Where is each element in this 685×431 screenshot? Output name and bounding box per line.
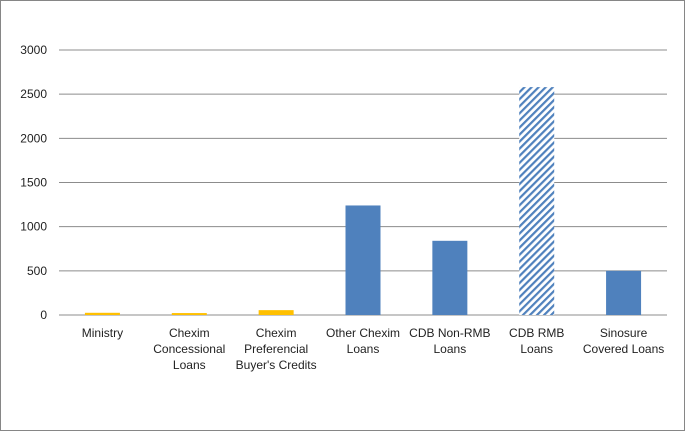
bar-0 xyxy=(84,312,120,315)
y-tick-label: 1500 xyxy=(20,176,47,190)
x-category-label-line: Buyer's Credits xyxy=(236,358,317,372)
bar-4 xyxy=(432,240,468,315)
bar-5 xyxy=(519,87,555,315)
x-category-label-line: Chexim xyxy=(169,326,210,340)
y-tick-label: 2500 xyxy=(20,87,47,101)
x-axis-categories: Ministry Chexim Concessional Loans Chexim Pre… xyxy=(82,326,665,372)
x-category-label-line: Sinosure xyxy=(600,326,648,340)
bar-1 xyxy=(171,313,207,315)
x-category-label-line: Loans xyxy=(520,342,553,356)
x-category-label-line: Other Chexim xyxy=(326,326,400,340)
x-category-label: CDB Non-RMB Loans xyxy=(409,326,490,356)
x-category-label: Chexim Preferencial Buyer's Credits xyxy=(236,326,317,372)
x-category-label-line: Concessional xyxy=(153,342,225,356)
x-category-label-line: Chexim xyxy=(256,326,297,340)
x-category-label: Ministry xyxy=(82,326,123,340)
bars xyxy=(84,87,642,315)
x-category-label-line: Ministry xyxy=(82,326,123,340)
y-tick-label: 0 xyxy=(40,308,47,322)
bar-2 xyxy=(258,310,294,315)
y-tick-label: 2000 xyxy=(20,131,47,145)
x-category-label-line: Covered Loans xyxy=(583,342,664,356)
x-category-label: CDB RMB Loans xyxy=(509,326,564,356)
x-category-label-line: Loans xyxy=(434,342,467,356)
y-axis-ticks: 0 500 1000 1500 2000 2500 3000 xyxy=(20,43,47,322)
x-category-label-line: Preferencial xyxy=(244,342,308,356)
y-tick-label: 1000 xyxy=(20,220,47,234)
x-category-label-line: CDB Non-RMB xyxy=(409,326,490,340)
bar-6 xyxy=(606,270,642,315)
x-category-label-line: CDB RMB xyxy=(509,326,564,340)
y-tick-label: 3000 xyxy=(20,43,47,57)
bar-3 xyxy=(345,205,381,315)
x-category-label-line: Loans xyxy=(173,358,206,372)
x-category-label-line: Loans xyxy=(347,342,380,356)
x-category-label: Sinosure Covered Loans xyxy=(583,326,664,356)
x-category-label: Chexim Concessional Loans xyxy=(153,326,225,372)
x-category-label: Other Chexim Loans xyxy=(326,326,400,356)
y-tick-label: 500 xyxy=(27,264,47,278)
